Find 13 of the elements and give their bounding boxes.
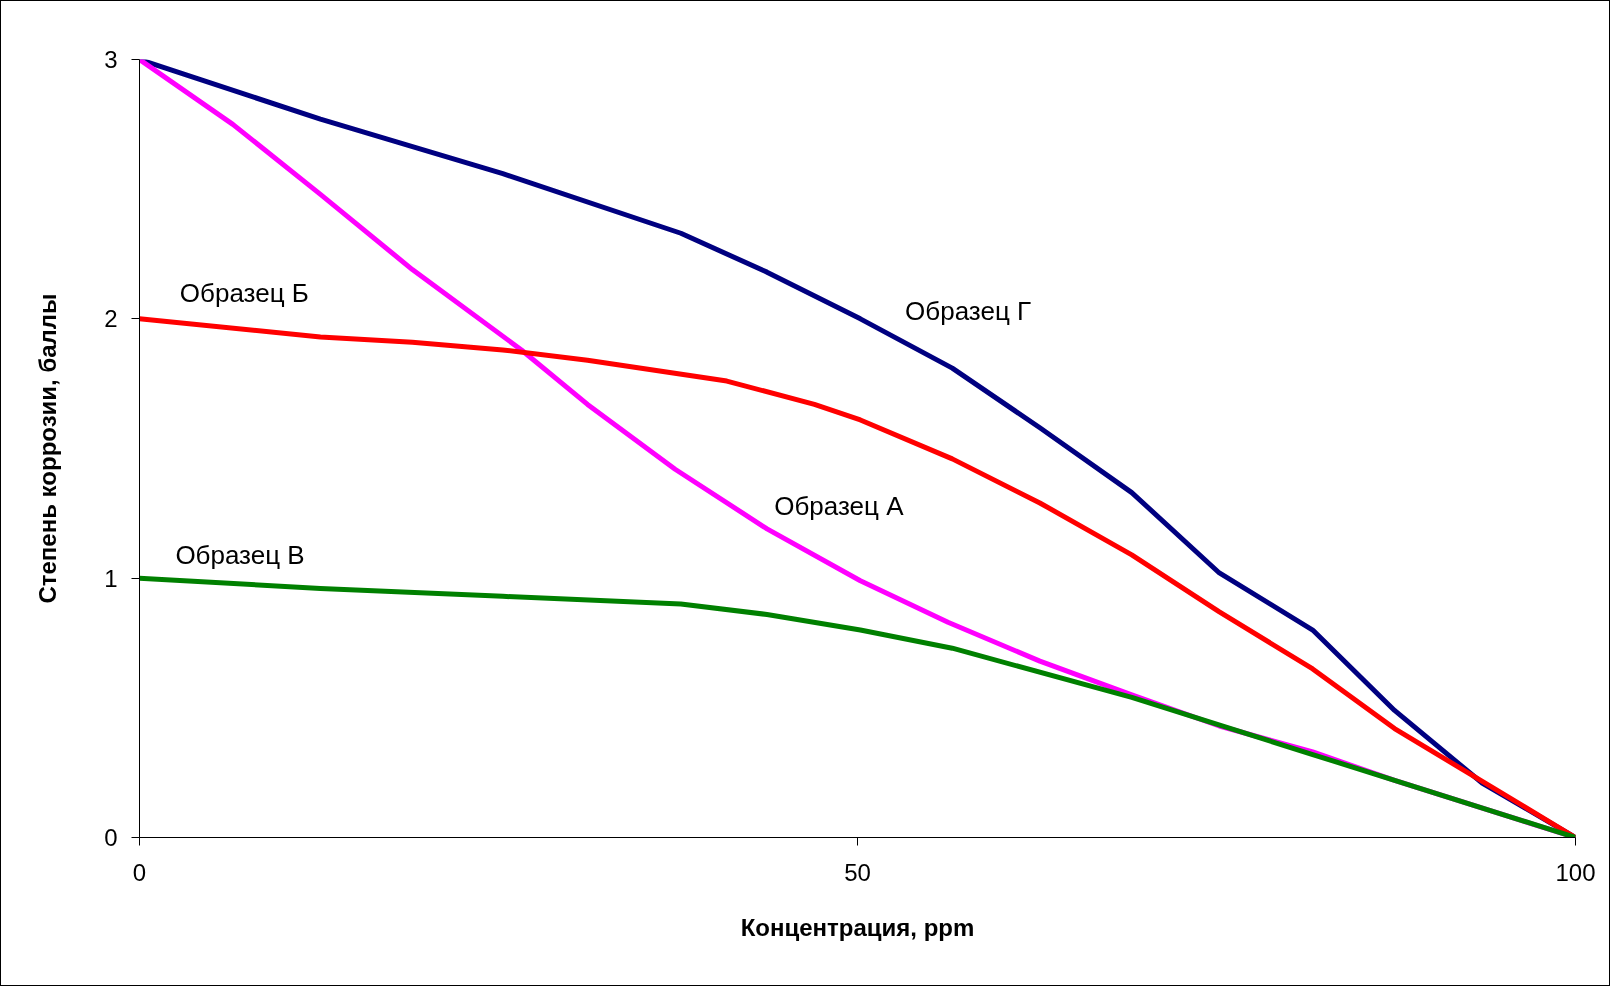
x-axis-title: Концентрация, ppm [740,913,975,941]
y-axis-title: Степень коррозии, баллы [34,293,62,604]
x-tick-label: 0 [132,858,147,886]
series-label: Образец А [774,490,905,521]
series-label: Образец В [175,539,305,570]
x-tick-label: 100 [1555,858,1596,886]
series-label: Образец Г [905,296,1032,327]
x-tick-label: 50 [844,858,871,886]
y-tick-label: 2 [104,305,118,333]
y-tick-label: 3 [104,46,118,73]
y-tick-label: 1 [104,564,118,592]
series-label: Образец Б [179,277,309,308]
y-tick-label: 0 [104,824,118,851]
